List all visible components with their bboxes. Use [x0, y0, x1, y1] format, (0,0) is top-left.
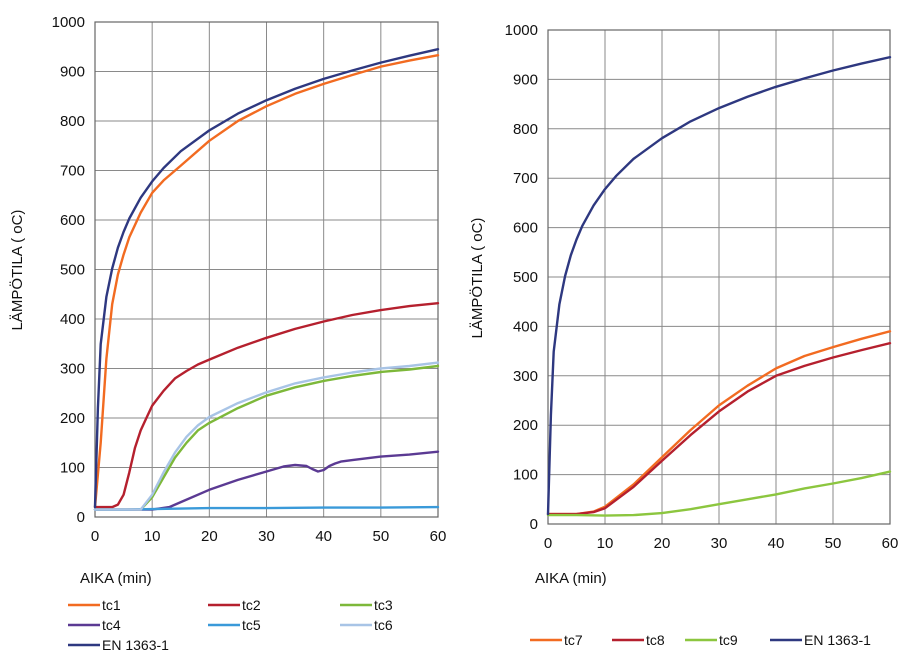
- y-axis-label: LÄMPÖTILA ( oC): [8, 210, 26, 331]
- y-tick-label: 800: [513, 121, 538, 138]
- y-tick-label: 800: [60, 113, 85, 130]
- left-chart: 0 100 200 300 400 500 600 700 800 900 1000 0 10 20 30 4…: [8, 14, 446, 652]
- plot-frame: [94, 21, 439, 518]
- y-tick-label: 500: [60, 262, 85, 279]
- right-chart: 0 100 200 300 400 500 600 700 800 900 1000 0 10 20 30 4…: [468, 22, 898, 648]
- x-tick-label: 50: [825, 535, 842, 552]
- legend-label: tc2: [242, 597, 261, 613]
- series-line-tc3: [93, 364, 440, 511]
- series-line-tc4: [93, 450, 440, 511]
- y-tick-label: 900: [513, 71, 538, 88]
- plot-frame: [547, 29, 891, 525]
- y-tick-label: 400: [513, 318, 538, 335]
- x-tick-label: 10: [144, 528, 161, 545]
- legend-label: tc5: [242, 617, 261, 633]
- y-tick-label: 1000: [52, 14, 85, 31]
- legend-label: EN 1363-1: [804, 632, 871, 648]
- y-tick-label: 700: [513, 170, 538, 187]
- series-line-tc6: [93, 361, 440, 511]
- x-tick-label: 20: [201, 528, 218, 545]
- x-tick-label: 50: [372, 528, 389, 545]
- series-line-tc8: [546, 342, 892, 516]
- x-tick-label: 0: [91, 528, 99, 545]
- y-tick-label: 400: [60, 311, 85, 328]
- x-tick-label: 30: [711, 535, 728, 552]
- legend-label: tc4: [102, 617, 121, 633]
- x-axis-label: AIKA (min): [80, 570, 152, 587]
- series-line-tc9: [546, 470, 892, 517]
- x-tick-label: 10: [597, 535, 614, 552]
- y-axis-label: LÄMPÖTILA ( oC): [468, 218, 486, 339]
- y-tick-label: 1000: [505, 22, 538, 39]
- y-tick-label: 200: [513, 417, 538, 434]
- x-tick-label: 60: [430, 528, 447, 545]
- legend-label: tc8: [646, 632, 665, 648]
- x-axis-label: AIKA (min): [535, 570, 607, 587]
- y-tick-label: 900: [60, 64, 85, 81]
- legend-label: tc6: [374, 617, 393, 633]
- legend-label: tc1: [102, 597, 121, 613]
- legend-label: EN 1363-1: [102, 637, 169, 652]
- series-line-tc1: [93, 54, 440, 509]
- x-tick-label: 40: [315, 528, 332, 545]
- y-tick-label: 100: [513, 467, 538, 484]
- y-tick-label: 600: [60, 212, 85, 229]
- series-line-en-1363-1: [546, 56, 892, 516]
- y-tick-label: 200: [60, 410, 85, 427]
- y-tick-label: 600: [513, 220, 538, 237]
- series-line-tc2: [93, 302, 440, 509]
- y-tick-label: 300: [513, 368, 538, 385]
- x-tick-label: 0: [544, 535, 552, 552]
- y-tick-label: 100: [60, 460, 85, 477]
- y-tick-label: 0: [530, 516, 538, 533]
- x-tick-label: 20: [654, 535, 671, 552]
- legend-label: tc3: [374, 597, 393, 613]
- y-tick-label: 300: [60, 361, 85, 378]
- y-tick-label: 700: [60, 163, 85, 180]
- x-tick-label: 40: [768, 535, 785, 552]
- legend-label: tc7: [564, 632, 583, 648]
- legend-label: tc9: [719, 632, 738, 648]
- series-line-en-1363-1: [93, 48, 440, 509]
- x-tick-label: 30: [258, 528, 275, 545]
- y-tick-label: 500: [513, 269, 538, 286]
- x-tick-label: 60: [882, 535, 899, 552]
- y-tick-label: 0: [77, 509, 85, 526]
